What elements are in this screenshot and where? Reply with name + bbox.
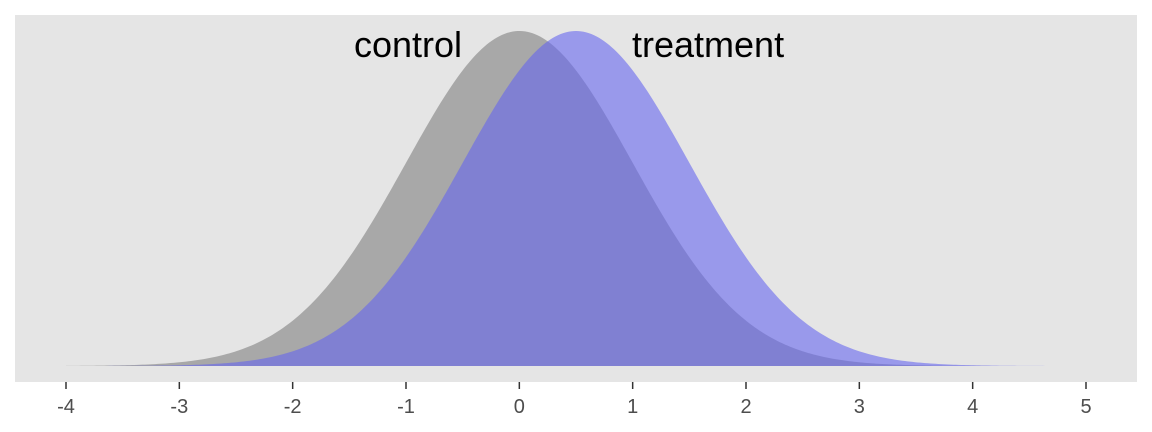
x-tick-label: 3 (854, 396, 865, 418)
x-tick-label: 0 (514, 396, 525, 418)
x-tick-label: 4 (967, 396, 978, 418)
x-tick-label: -4 (57, 396, 75, 418)
x-tick-label: 1 (627, 396, 638, 418)
x-tick-label: -3 (170, 396, 188, 418)
x-tick-label: -2 (284, 396, 302, 418)
series-label-control: control (354, 24, 462, 65)
x-axis: -4 -3 -2 -1 0 1 2 3 4 5 (57, 382, 1092, 418)
series-label-treatment: treatment (632, 24, 784, 65)
density-area-treatment (66, 31, 1086, 366)
density-areas (66, 31, 1086, 366)
series-labels: control treatment (354, 24, 784, 65)
x-tick-label: -1 (397, 396, 415, 418)
x-tick-label: 2 (740, 396, 751, 418)
x-tick-label: 5 (1080, 396, 1091, 418)
